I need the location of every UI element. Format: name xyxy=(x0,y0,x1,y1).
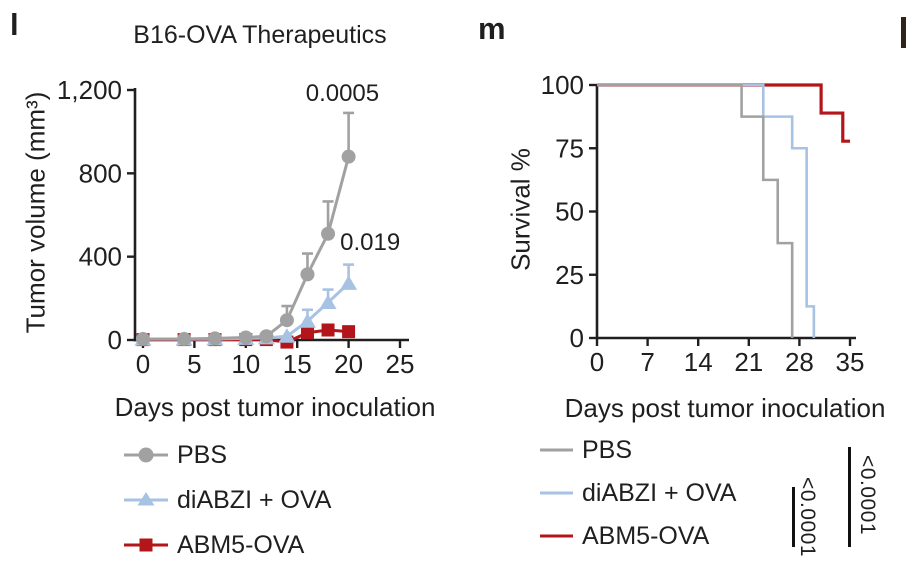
circle-marker xyxy=(279,313,294,328)
panel-m-x-axis-label: Days post tumor inoculation xyxy=(564,393,886,423)
circle-marker xyxy=(207,331,222,346)
p-value-annotation: 0.019 xyxy=(340,229,400,256)
legend-label: diABZI + OVA xyxy=(582,478,737,507)
x-tick-label: 20 xyxy=(334,349,363,379)
abm5-square-marker-icon xyxy=(124,538,168,552)
chart-panel-l: 0 5 10 15 20 25 0 400 800 1,200 0.0005 0.019 xyxy=(57,75,415,379)
square-marker xyxy=(300,326,314,340)
panel-l-letter: l xyxy=(10,7,19,42)
survival-curve xyxy=(597,83,794,338)
panel-l-x-axis-label: Days post tumor inoculation xyxy=(114,392,436,422)
square-marker xyxy=(321,323,335,337)
y-tick-label: 1,200 xyxy=(57,75,122,105)
x-tick-label: 5 xyxy=(187,349,201,379)
y-tick-label: 0 xyxy=(108,325,122,355)
triangle-marker xyxy=(319,294,337,309)
panel-l-title: B16-OVA Therapeutics xyxy=(133,21,387,49)
circle-marker xyxy=(300,267,315,282)
y-tick-label: 400 xyxy=(79,242,122,272)
x-tick-label: 35 xyxy=(836,347,865,377)
series-PBS xyxy=(136,111,356,346)
diabzi-triangle-marker-icon xyxy=(124,492,168,506)
y-tick-label: 100 xyxy=(541,70,584,100)
legend-item-pbs: PBS xyxy=(124,441,227,469)
circle-marker xyxy=(238,330,253,345)
square-marker xyxy=(342,325,356,339)
diabzi-line-marker-icon xyxy=(540,491,573,495)
significance-bar-outer xyxy=(848,447,851,547)
legend-label: ABM5-OVA xyxy=(582,521,710,550)
legend-label: ABM5-OVA xyxy=(177,530,305,559)
y-tick-label: 800 xyxy=(79,158,122,188)
chart-panel-m: 0 7 14 21 28 35 0 25 50 75 100 xyxy=(541,70,865,377)
y-tick-label: 0 xyxy=(570,323,584,353)
circle-marker xyxy=(321,226,336,241)
legend-item-diabzi-ova: diABZI + OVA xyxy=(540,479,736,507)
y-tick-label: 25 xyxy=(555,260,584,290)
x-tick-label: 0 xyxy=(136,349,150,379)
x-tick-label: 0 xyxy=(590,347,604,377)
x-tick-label: 10 xyxy=(231,349,260,379)
series-PBS xyxy=(597,83,794,338)
panel-m-letter: m xyxy=(478,11,506,46)
clipped-next-panel-letter xyxy=(901,17,906,48)
pbs-circle-marker-icon xyxy=(124,447,168,463)
x-tick-label: 14 xyxy=(684,347,713,377)
circle-marker xyxy=(341,149,356,164)
panel-l-y-axis-label: Tumor volume (mm³) xyxy=(20,91,51,334)
triangle-marker xyxy=(298,313,316,328)
legend-item-abm5-ova: ABM5-OVA xyxy=(124,531,304,559)
x-tick-label: 15 xyxy=(283,349,312,379)
panel-m-y-axis-label: Survival % xyxy=(505,148,536,271)
p-value-annotation: 0.0005 xyxy=(306,80,379,107)
x-tick-label: 25 xyxy=(386,349,415,379)
survival-curve xyxy=(597,83,851,143)
y-tick-label: 50 xyxy=(555,197,584,227)
legend-label: PBS xyxy=(582,435,633,464)
survival-curve xyxy=(597,83,816,338)
legend-label: diABZI + OVA xyxy=(177,485,332,514)
circle-marker xyxy=(177,331,192,346)
circle-marker xyxy=(136,331,150,346)
series-diABZI + OVA xyxy=(597,83,816,338)
significance-p-value-inner: <0.0001 xyxy=(796,477,820,557)
significance-p-value-outer: <0.0001 xyxy=(856,455,880,535)
significance-bar-inner xyxy=(792,487,795,547)
x-tick-label: 21 xyxy=(734,347,763,377)
circle-marker xyxy=(259,329,274,344)
series-ABM5-OVA xyxy=(597,83,851,143)
legend-label: PBS xyxy=(177,440,228,469)
abm5-line-marker-icon xyxy=(540,534,573,538)
legend-item-pbs: PBS xyxy=(540,436,632,464)
x-tick-label: 28 xyxy=(785,347,814,377)
triangle-marker xyxy=(278,328,296,343)
x-tick-label: 7 xyxy=(640,347,654,377)
y-tick-label: 75 xyxy=(555,133,584,163)
legend-item-diabzi-ova: diABZI + OVA xyxy=(124,486,331,514)
legend-item-abm5-ova: ABM5-OVA xyxy=(540,522,709,550)
triangle-marker xyxy=(340,275,358,290)
pbs-line-marker-icon xyxy=(540,448,573,452)
